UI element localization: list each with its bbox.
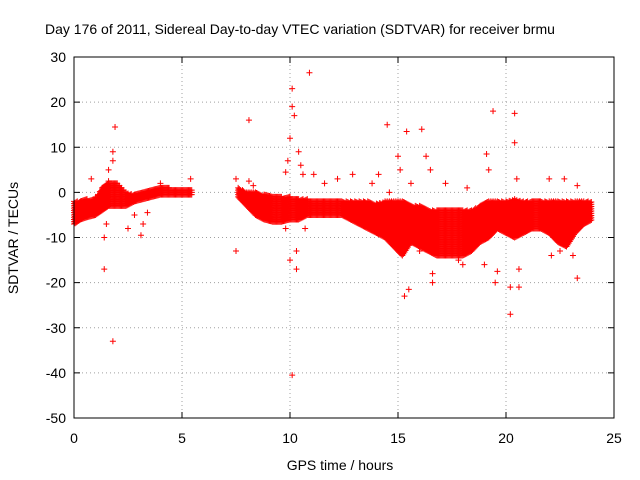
chart-title: Day 176 of 2011, Sidereal Day-to-day VTE… — [45, 21, 555, 37]
data-points — [71, 69, 595, 379]
data-point-band — [188, 187, 195, 194]
